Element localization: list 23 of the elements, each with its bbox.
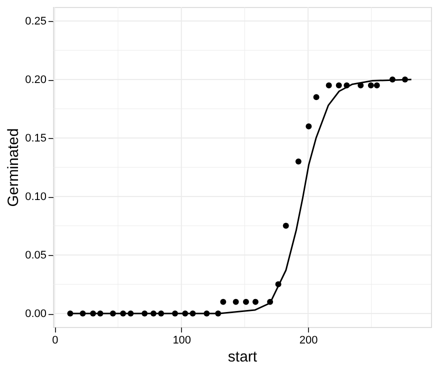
point <box>295 158 302 164</box>
x-tick-label: 200 <box>299 334 318 346</box>
point <box>242 298 249 305</box>
point <box>306 123 312 130</box>
point <box>326 82 332 88</box>
point <box>220 298 226 305</box>
y-axis-title: Germinated <box>5 128 22 207</box>
point <box>368 82 374 88</box>
point <box>252 298 258 305</box>
y-tick-label: 0.20 <box>25 74 46 86</box>
x-tick-label: 100 <box>172 334 192 346</box>
y-tick-label: 0.25 <box>25 16 46 28</box>
x-axis-title: start <box>228 348 258 366</box>
point <box>232 298 239 305</box>
y-tick-label: 0.15 <box>25 132 46 145</box>
y-tick-label: 0.05 <box>25 250 46 262</box>
y-tick-label: 0.00 <box>25 308 46 320</box>
point <box>336 82 342 88</box>
point <box>313 94 320 100</box>
point <box>374 82 380 88</box>
x-tick-label: 0 <box>52 334 58 346</box>
y-tick-label: 0.10 <box>25 191 46 204</box>
point <box>282 222 289 229</box>
